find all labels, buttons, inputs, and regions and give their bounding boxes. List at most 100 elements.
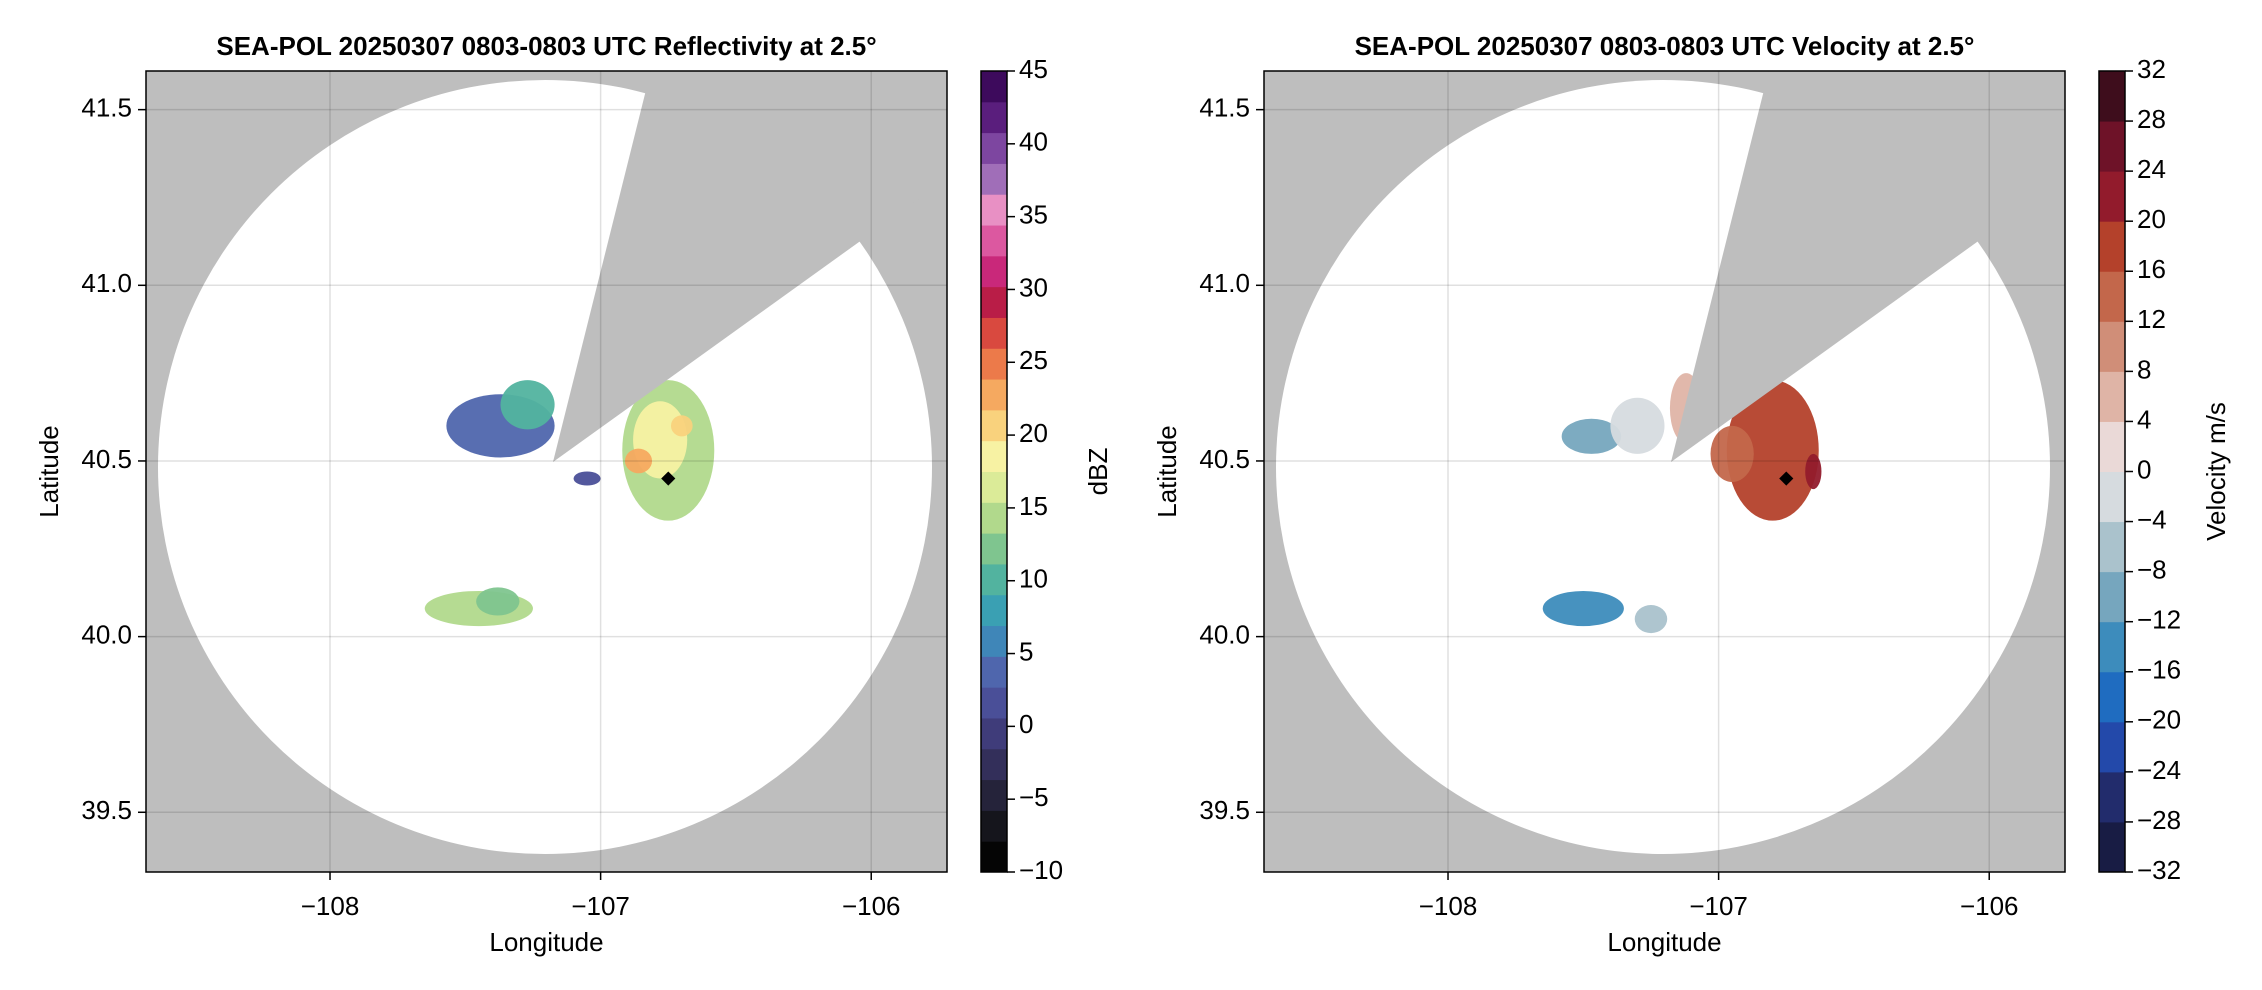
colorbar-segment	[981, 348, 1007, 380]
colorbar-frame	[980, 70, 1008, 873]
echo	[1805, 453, 1822, 490]
colorbar-segment	[2099, 721, 2125, 773]
colorbar-label: Velocity m/s	[2201, 402, 2231, 541]
colorbar-tick-label: −28	[2137, 805, 2181, 835]
x-axis-label: Longitude	[489, 927, 603, 957]
colorbar-segment	[2099, 321, 2125, 372]
plot-area	[146, 71, 947, 872]
echo	[1561, 418, 1622, 454]
blocked-sector	[1671, 71, 2065, 462]
colorbar-segment	[981, 379, 1007, 411]
colorbar-segment	[2099, 271, 2125, 322]
colorbar-tick-label: −32	[2137, 855, 2181, 885]
colorbar-tick-label: 12	[2137, 304, 2166, 334]
colorbar-segment	[2099, 121, 2125, 172]
y-tick-label: 39.5	[81, 795, 132, 825]
colorbar-tick-label: 8	[2137, 354, 2151, 384]
colorbar-segment	[981, 563, 1007, 596]
colorbar-tick-label: 16	[2137, 254, 2166, 284]
y-tick-label: 40.0	[1199, 619, 1250, 649]
colorbar-segment	[981, 71, 1007, 103]
radar-site	[661, 471, 676, 486]
chart-title: SEA-POL 20250307 0803-0803 UTC Reflectiv…	[216, 31, 876, 61]
colorbar-segment	[2099, 71, 2125, 122]
plot-content	[1264, 71, 2065, 872]
colorbar-tick-label: −20	[2137, 705, 2181, 735]
colorbar-segment	[981, 286, 1007, 318]
colorbar-segment	[981, 132, 1007, 164]
colorbar-tick-label: 32	[2137, 54, 2166, 84]
colorbar-tick-label: 28	[2137, 104, 2166, 134]
colorbar-segment	[2099, 421, 2125, 472]
colorbar-tick-label: 40	[1019, 127, 1048, 157]
colorbar-segment	[981, 101, 1007, 134]
colorbar-tick-label: −10	[1019, 855, 1063, 885]
colorbar-segment	[2099, 371, 2125, 422]
axes-frame	[1263, 70, 2066, 873]
colorbar-segment	[2099, 171, 2125, 222]
radar-site	[1779, 471, 1794, 486]
echo	[1610, 397, 1665, 454]
colorbar-segment	[981, 687, 1007, 719]
colorbar-segment	[981, 625, 1007, 657]
colorbar-segment	[981, 810, 1007, 842]
colorbar-tick-label: 20	[1019, 418, 1048, 448]
y-tick-label: 40.0	[81, 619, 132, 649]
y-axis-label: Latitude	[34, 425, 64, 518]
x-tick-label: −107	[571, 891, 630, 921]
axes-frame	[145, 70, 948, 873]
y-tick-label: 41.0	[1199, 268, 1250, 298]
colorbar-segment	[981, 471, 1007, 503]
colorbar-segment	[2099, 621, 2125, 673]
colorbar-tick-label: 20	[2137, 204, 2166, 234]
colorbar-segment	[2099, 521, 2125, 573]
colorbar-tick-label: −12	[2137, 605, 2181, 635]
y-axis-label: Latitude	[1152, 425, 1182, 518]
colorbar-segment	[2099, 571, 2125, 623]
x-tick-label: −108	[301, 891, 360, 921]
x-tick-label: −106	[1960, 891, 2019, 921]
y-tick-label: 41.5	[1199, 93, 1250, 123]
echo	[1726, 380, 1819, 521]
echo	[476, 587, 520, 616]
y-tick-label: 40.5	[81, 444, 132, 474]
colorbar-segment	[981, 594, 1007, 627]
plot-area	[1264, 71, 2065, 872]
x-tick-label: −107	[1689, 891, 1748, 921]
y-tick-label: 40.5	[1199, 444, 1250, 474]
colorbar-tick-label: 0	[1019, 709, 1033, 739]
y-tick-label: 41.5	[81, 93, 132, 123]
colorbar-segment	[981, 533, 1007, 565]
echo	[624, 448, 653, 474]
colorbar-tick-label: 15	[1019, 491, 1048, 521]
echo	[1710, 425, 1754, 483]
colorbar-tick-label: 0	[2137, 454, 2151, 484]
x-tick-label: −108	[1419, 891, 1478, 921]
x-axis-label: Longitude	[1607, 927, 1721, 957]
colorbar-tick-label: 25	[1019, 345, 1048, 375]
colorbar-tick-label: −5	[1019, 782, 1049, 812]
colorbar-segment	[2099, 821, 2125, 873]
colorbar-segment	[981, 317, 1007, 349]
colorbar-tick-label: −8	[2137, 555, 2167, 585]
colorbar-tick-label: 5	[1019, 636, 1033, 666]
colorbar-tick-label: 24	[2137, 154, 2166, 184]
echo	[573, 471, 601, 486]
colorbar-segment	[2099, 671, 2125, 723]
colorbar-segment	[981, 225, 1007, 257]
echo	[1634, 605, 1668, 634]
colorbar-tick-label: 35	[1019, 200, 1048, 230]
colorbar-segment	[981, 502, 1007, 534]
echo	[670, 415, 693, 437]
colorbar-segment	[981, 440, 1007, 472]
colorbar-segment	[2099, 221, 2125, 272]
colorbar-segment	[981, 194, 1007, 226]
colorbar-segment	[981, 656, 1007, 688]
colorbar-tick-label: 45	[1019, 54, 1048, 84]
colorbar-tick-label: −24	[2137, 755, 2181, 785]
chart-title: SEA-POL 20250307 0803-0803 UTC Velocity …	[1355, 31, 1975, 61]
colorbar-segment	[981, 779, 1007, 811]
y-tick-label: 41.0	[81, 268, 132, 298]
y-tick-label: 39.5	[1199, 795, 1250, 825]
echo	[500, 380, 555, 430]
